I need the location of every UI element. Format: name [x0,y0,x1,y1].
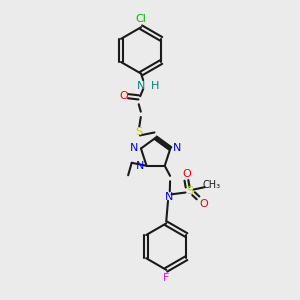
Text: N: N [130,143,139,153]
Text: H: H [151,80,159,91]
Text: N: N [137,80,146,91]
Text: N: N [173,143,181,153]
Text: N: N [164,192,173,202]
Text: CH₃: CH₃ [202,180,221,190]
Text: O: O [119,91,128,101]
Text: S: S [186,186,194,196]
Text: F: F [163,273,169,283]
Text: O: O [200,199,208,209]
Text: N: N [136,161,144,171]
Text: Cl: Cl [136,14,146,24]
Text: S: S [136,127,143,137]
Text: O: O [182,169,191,179]
